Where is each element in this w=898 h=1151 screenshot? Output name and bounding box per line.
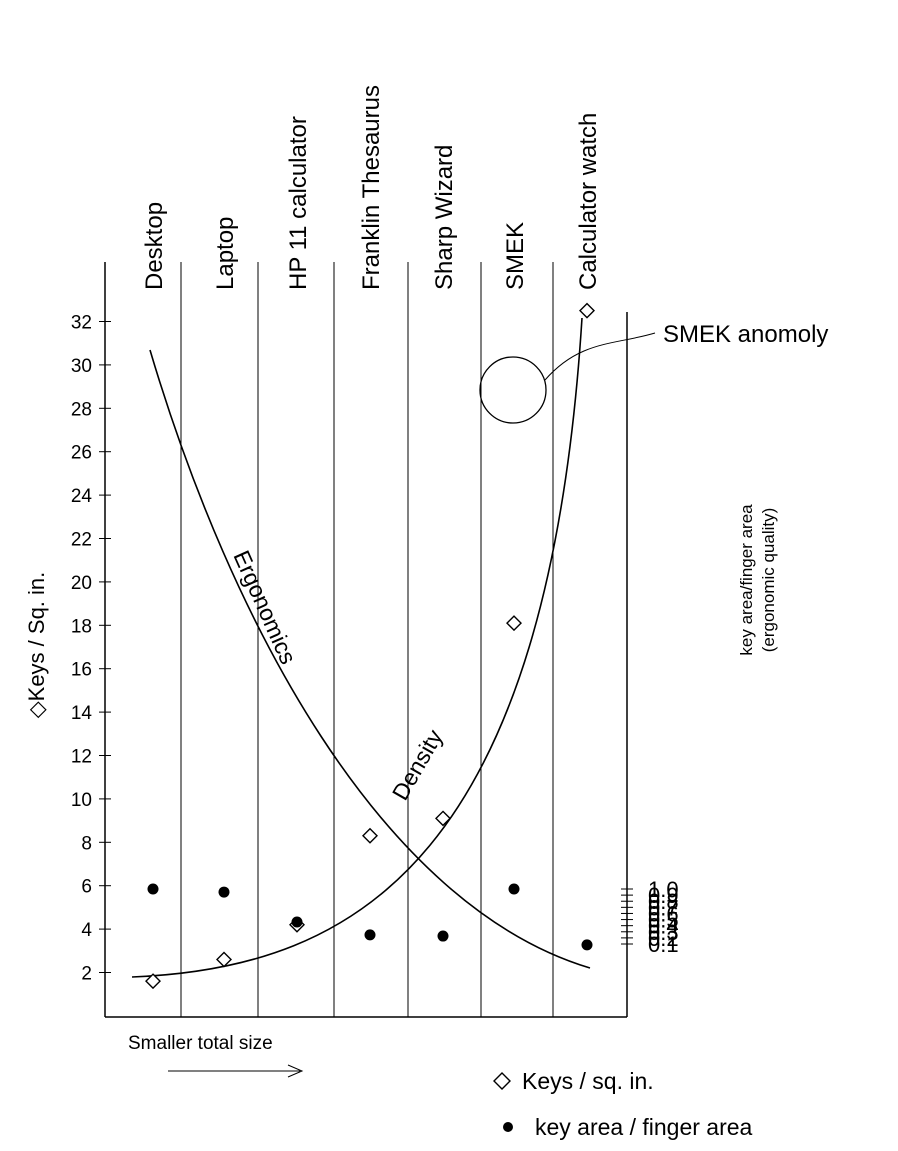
density-curve: [131, 317, 583, 978]
right-tick-label: 0.2: [648, 926, 679, 951]
category-label: Calculator watch: [575, 113, 602, 290]
right-tick-label: 0.1: [648, 932, 679, 957]
anomaly-circle: [479, 356, 547, 424]
left-tick-label: 32: [71, 313, 92, 334]
ergonomic-point: [147, 883, 159, 895]
keys-point: [362, 827, 378, 844]
keys-point: [216, 951, 232, 968]
left-tick-label: 12: [71, 747, 92, 768]
anomaly-label: SMEK anomoly: [663, 321, 828, 348]
right-tick-label: 0.9: [648, 883, 679, 908]
category-label: Sharp Wizard: [431, 145, 458, 290]
ergonomic-series: [147, 883, 593, 951]
ergonomic-point: [218, 886, 230, 898]
right-tick-label: 0.6: [648, 901, 679, 926]
left-tick-label: 10: [71, 790, 92, 811]
column-dividers: [180, 262, 554, 1017]
right-tick-label: 0.7: [648, 895, 679, 920]
category-label: SMEK: [502, 222, 529, 290]
left-tick-label: 30: [71, 356, 92, 377]
left-tick-label: 24: [71, 486, 93, 507]
ergonomics-curve: [149, 349, 591, 969]
left-tick-label: 8: [81, 833, 92, 854]
ergonomic-point: [291, 916, 303, 928]
left-tick-label: 18: [71, 616, 92, 637]
left-tick-label: 16: [71, 660, 92, 681]
left-tick-label: 2: [81, 964, 92, 985]
legend-diamond-icon: [493, 1072, 511, 1090]
keys-series: [145, 302, 595, 990]
right-tick-label: 0.8: [648, 889, 679, 914]
keys-point: [579, 302, 595, 319]
left-axis-title: ◇Keys / Sq. in.: [24, 572, 49, 719]
legend-keys-label: Keys / sq. in.: [522, 1068, 654, 1094]
legend-dot-icon: [503, 1122, 513, 1132]
left-tick-label: 28: [71, 399, 92, 420]
category-label: HP 11 calculator: [285, 116, 312, 290]
keys-point: [145, 973, 161, 990]
right-tick-label: 1.0: [648, 877, 679, 902]
left-tick-label: 26: [71, 443, 92, 464]
density-label: Density: [387, 725, 448, 805]
right-tick-label: 0.3: [648, 920, 679, 945]
right-axis-title-line2: (ergonomic quality): [759, 508, 778, 653]
left-tick-label: 14: [71, 703, 93, 724]
ergonomics-label: Ergonomics: [228, 546, 301, 668]
legend-ergonomic-label: key area / finger area: [535, 1114, 753, 1140]
left-tick-label: 6: [81, 877, 92, 898]
keys-point: [506, 615, 522, 632]
category-label: Franklin Thesaurus: [358, 85, 385, 290]
ergonomic-point: [581, 939, 593, 951]
category-label: Laptop: [212, 217, 239, 290]
right-axis-title-line1: key area/finger area: [737, 504, 756, 656]
ergonomic-point: [508, 883, 520, 895]
size-arrow-label: Smaller total size: [128, 1033, 273, 1054]
ergonomic-point: [437, 930, 449, 942]
right-axis-ticks: 0.10.20.30.40.50.60.70.80.91.0: [621, 877, 679, 957]
left-tick-label: 20: [71, 573, 92, 594]
anomaly-leader-line: [544, 332, 656, 381]
left-tick-label: 22: [71, 530, 92, 551]
left-tick-label: 4: [81, 920, 92, 941]
category-labels: Desktop Laptop HP 11 calculator Franklin Th…: [141, 85, 602, 290]
right-tick-label: 0.4: [648, 914, 679, 939]
keys-point: [435, 810, 451, 827]
right-tick-label: 0.5: [648, 908, 679, 933]
category-label: Desktop: [141, 202, 168, 290]
ergonomic-point: [364, 929, 376, 941]
size-arrow-head: [287, 1064, 304, 1078]
